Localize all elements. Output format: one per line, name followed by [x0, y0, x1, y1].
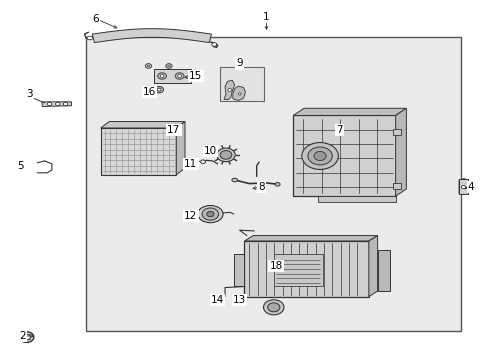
Text: 1: 1: [263, 12, 269, 22]
Ellipse shape: [220, 150, 231, 159]
Ellipse shape: [275, 183, 280, 186]
Bar: [293, 116, 395, 196]
Bar: [154, 69, 190, 83]
Text: 5: 5: [17, 161, 23, 171]
Ellipse shape: [147, 65, 149, 67]
Polygon shape: [101, 122, 184, 128]
Ellipse shape: [155, 86, 163, 93]
Text: 9: 9: [236, 58, 243, 68]
Text: 11: 11: [184, 159, 197, 169]
Bar: [86, 37, 461, 330]
Bar: [220, 67, 264, 101]
Ellipse shape: [157, 88, 161, 91]
Ellipse shape: [197, 206, 223, 223]
Ellipse shape: [87, 36, 93, 40]
Polygon shape: [92, 29, 211, 42]
Bar: [392, 129, 400, 135]
Bar: [458, 179, 467, 194]
Polygon shape: [458, 179, 467, 194]
Ellipse shape: [460, 185, 465, 189]
Ellipse shape: [158, 73, 166, 79]
Bar: [392, 183, 400, 189]
Ellipse shape: [307, 147, 331, 165]
Text: 8: 8: [258, 182, 264, 192]
Bar: [273, 253, 322, 286]
Ellipse shape: [47, 102, 52, 105]
Text: 16: 16: [142, 87, 156, 97]
Ellipse shape: [267, 303, 279, 312]
Text: 7: 7: [336, 125, 342, 135]
Ellipse shape: [22, 334, 30, 340]
Ellipse shape: [145, 64, 151, 68]
Ellipse shape: [216, 148, 235, 162]
Bar: [244, 241, 368, 297]
Text: 2: 2: [20, 331, 26, 341]
Polygon shape: [293, 108, 406, 116]
Text: 3: 3: [26, 89, 33, 99]
Ellipse shape: [19, 332, 34, 342]
Polygon shape: [395, 108, 406, 196]
Text: 18: 18: [269, 261, 282, 271]
Polygon shape: [224, 80, 234, 100]
Ellipse shape: [227, 89, 231, 91]
Ellipse shape: [167, 65, 170, 67]
Polygon shape: [176, 122, 184, 175]
Ellipse shape: [56, 102, 60, 105]
Ellipse shape: [211, 42, 216, 46]
Text: 13: 13: [232, 295, 246, 305]
Ellipse shape: [263, 300, 284, 315]
Polygon shape: [232, 86, 245, 100]
Ellipse shape: [177, 75, 181, 77]
Text: 10: 10: [203, 146, 217, 156]
Ellipse shape: [63, 102, 68, 105]
Ellipse shape: [313, 152, 325, 161]
Text: 12: 12: [184, 211, 197, 221]
Polygon shape: [368, 235, 377, 297]
Text: 17: 17: [167, 125, 180, 135]
Bar: [233, 253, 244, 286]
Bar: [377, 250, 389, 291]
Ellipse shape: [301, 143, 338, 170]
Ellipse shape: [202, 208, 218, 220]
Text: 15: 15: [189, 71, 202, 81]
Ellipse shape: [238, 93, 241, 95]
Ellipse shape: [175, 73, 183, 79]
Text: 6: 6: [92, 14, 99, 24]
Ellipse shape: [165, 64, 172, 68]
Text: 14: 14: [211, 295, 224, 305]
Ellipse shape: [200, 160, 205, 163]
Polygon shape: [42, 102, 71, 107]
Polygon shape: [244, 235, 377, 241]
Polygon shape: [317, 196, 395, 202]
Polygon shape: [101, 128, 176, 175]
Ellipse shape: [160, 75, 163, 77]
Ellipse shape: [206, 211, 214, 217]
Ellipse shape: [231, 178, 237, 182]
Text: 4: 4: [467, 182, 473, 192]
